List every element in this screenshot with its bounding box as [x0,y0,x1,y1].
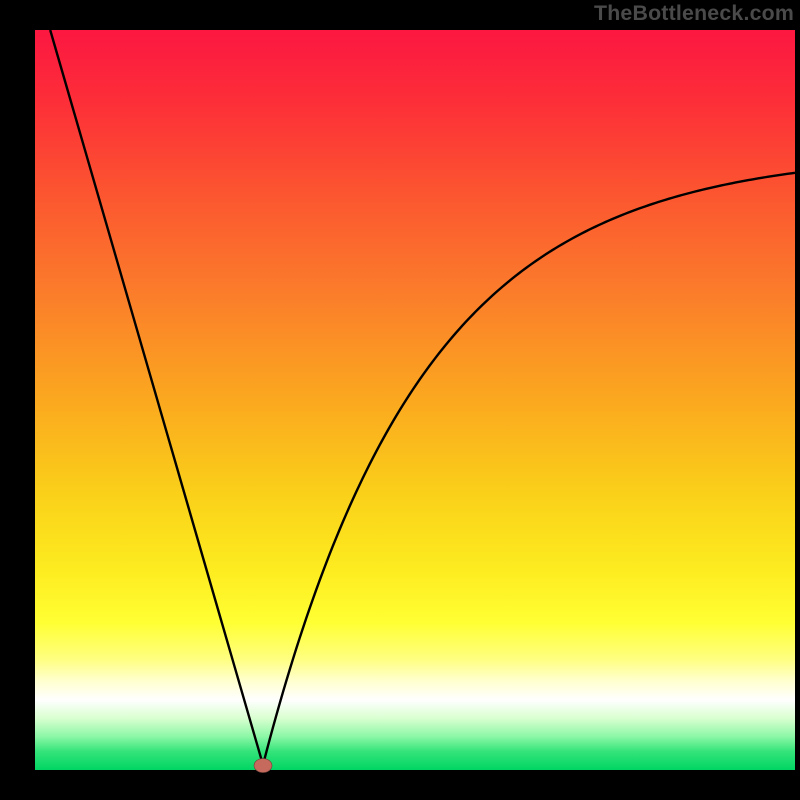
watermark-text: TheBottleneck.com [594,1,794,26]
chart-background [35,30,795,770]
chart-stage: TheBottleneck.com [0,0,800,800]
chart-svg [0,0,800,800]
optimal-point-marker [254,759,272,773]
